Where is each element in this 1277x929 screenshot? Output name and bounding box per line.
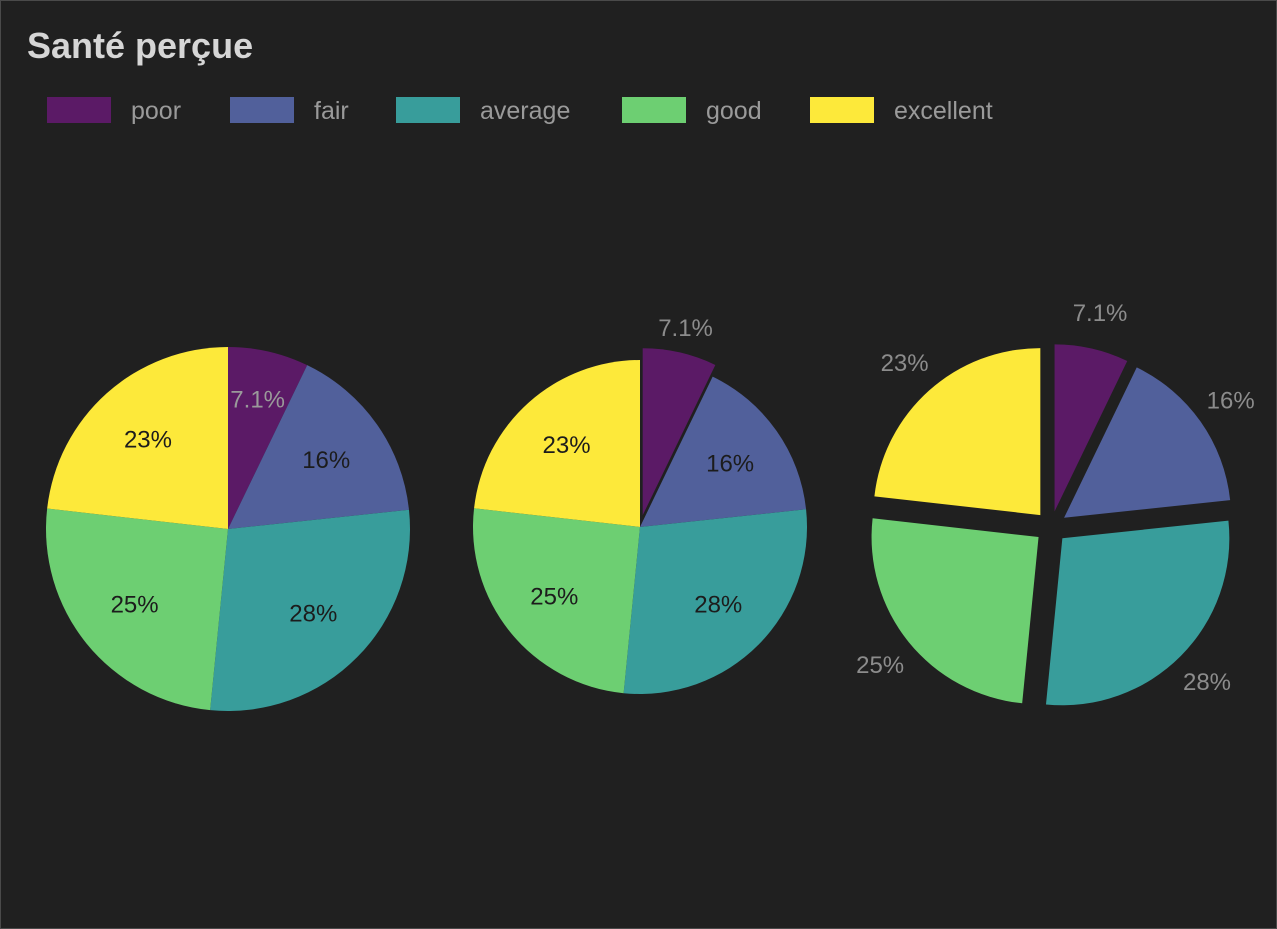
pie-1-label-poor: 7.1%	[230, 386, 285, 413]
pie-3-label-good: 25%	[856, 652, 904, 679]
pie-3-label-excellent: 23%	[881, 350, 929, 377]
pie-3-slice-average	[1045, 520, 1230, 706]
legend-label-average: average	[480, 97, 570, 125]
pie-3-slice-good	[871, 518, 1039, 704]
pie-1-label-good: 25%	[111, 592, 159, 619]
pie-2-slice-good	[473, 508, 640, 694]
pie-1-label-excellent: 23%	[124, 426, 172, 453]
pie-2-label-fair: 16%	[706, 451, 754, 478]
pie-1-slice-poor	[228, 347, 308, 529]
legend-item-excellent: excellent	[810, 97, 993, 125]
pie-2-slice-poor	[642, 348, 716, 516]
pie-1-label-fair: 16%	[302, 447, 350, 474]
legend: poor fair average good excellent	[47, 97, 993, 125]
legend-label-good: good	[706, 97, 762, 125]
pie-3-slice-fair	[1064, 367, 1231, 518]
legend-label-poor: poor	[131, 97, 181, 125]
legend-swatch-average	[396, 97, 460, 123]
pie-1-slice-fair	[228, 365, 409, 529]
pie-2-slice-excellent	[474, 360, 640, 527]
pie-3-slice-excellent	[874, 348, 1041, 516]
legend-item-average: average	[396, 97, 570, 125]
pies-group: 7.1% 16% 28% 25% 23% 7.1% 16% 28% 25% 23% 7.1% 16% 2…	[45, 300, 1255, 711]
pie-3: 7.1% 16% 28% 25% 23%	[856, 300, 1255, 706]
legend-item-good: good	[622, 97, 762, 125]
pie-2: 7.1% 16% 28% 25% 23%	[473, 315, 807, 694]
legend-swatch-poor	[47, 97, 111, 123]
pie-1-slice-average	[210, 509, 410, 711]
pie-3-label-poor: 7.1%	[1073, 300, 1128, 327]
chart-title: Santé perçue	[27, 25, 253, 66]
pie-1: 7.1% 16% 28% 25% 23%	[45, 347, 410, 711]
pie-1-label-average: 28%	[289, 601, 337, 628]
legend-item-poor: poor	[47, 97, 181, 125]
pie-1-slice-excellent	[47, 347, 229, 529]
legend-label-excellent: excellent	[894, 97, 993, 125]
legend-swatch-good	[622, 97, 686, 123]
pie-2-label-average: 28%	[694, 592, 742, 619]
pie-3-slice-poor	[1054, 344, 1128, 512]
legend-label-fair: fair	[314, 97, 349, 125]
legend-item-fair: fair	[230, 97, 349, 125]
pie-2-label-excellent: 23%	[543, 432, 591, 459]
legend-swatch-excellent	[810, 97, 874, 123]
pie-3-label-fair: 16%	[1207, 388, 1255, 415]
pie-1-slice-good	[45, 508, 229, 711]
pie-3-label-average: 28%	[1183, 669, 1231, 696]
pie-2-slice-fair	[640, 376, 807, 527]
pie-2-label-poor: 7.1%	[658, 315, 713, 342]
legend-swatch-fair	[230, 97, 294, 123]
pie-2-slice-average	[623, 509, 807, 694]
pie-2-label-good: 25%	[530, 583, 578, 610]
